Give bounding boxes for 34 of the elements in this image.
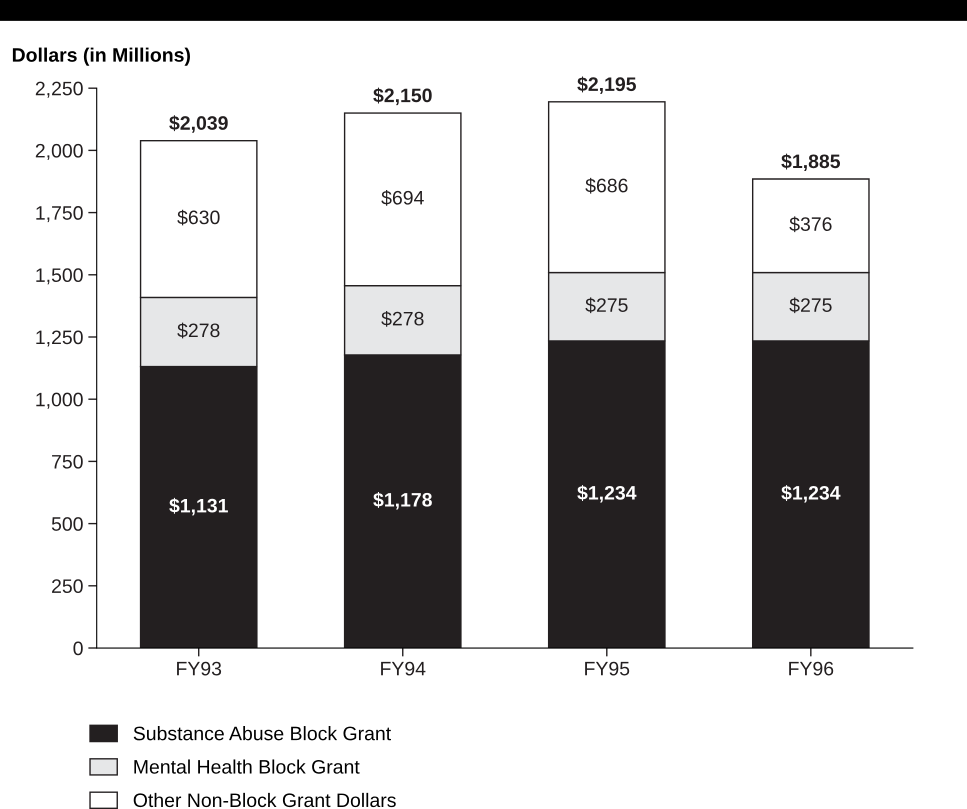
- data-label: $376: [789, 216, 832, 232]
- data-label: $1,178: [373, 492, 432, 510]
- legend-label: Other Non-Block Grant Dollars: [134, 792, 396, 808]
- data-label: $1,234: [577, 485, 636, 503]
- total-label: $2,195: [577, 76, 636, 94]
- y-tick-label: 1,750: [36, 206, 83, 222]
- x-tick-label: FY96: [789, 662, 834, 676]
- data-label: $630: [177, 210, 220, 226]
- data-label: $1,234: [781, 485, 840, 503]
- legend-label: Substance Abuse Block Grant: [134, 726, 391, 740]
- legend-label: Mental Health Block Grant: [134, 759, 360, 774]
- y-tick-label: 2,250: [36, 82, 83, 98]
- data-label: $275: [789, 297, 832, 314]
- data-label: $694: [381, 190, 424, 206]
- y-tick-label: 1,000: [36, 392, 83, 409]
- y-tick-label: 500: [52, 517, 83, 531]
- data-label: $278: [381, 310, 424, 327]
- total-label: $1,885: [781, 154, 840, 172]
- total-label: $2,039: [169, 115, 228, 133]
- y-tick-label: 750: [52, 454, 83, 469]
- y-tick-label: 2,000: [36, 144, 83, 160]
- y-tick-label: 0: [73, 641, 83, 656]
- data-label: $278: [177, 322, 220, 338]
- y-axis-title: Dollars (in Millions): [12, 48, 190, 66]
- data-label: $1,131: [169, 498, 228, 516]
- x-tick-label: FY94: [381, 662, 426, 676]
- x-tick-label: FY95: [585, 662, 630, 676]
- total-label: $2,150: [373, 88, 432, 106]
- data-label: $275: [585, 297, 628, 314]
- x-tick-label: FY93: [177, 662, 222, 676]
- y-tick-label: 1,250: [36, 330, 83, 347]
- data-label: $686: [585, 178, 628, 194]
- y-tick-label: 250: [52, 579, 83, 594]
- y-tick-label: 1,500: [36, 268, 83, 284]
